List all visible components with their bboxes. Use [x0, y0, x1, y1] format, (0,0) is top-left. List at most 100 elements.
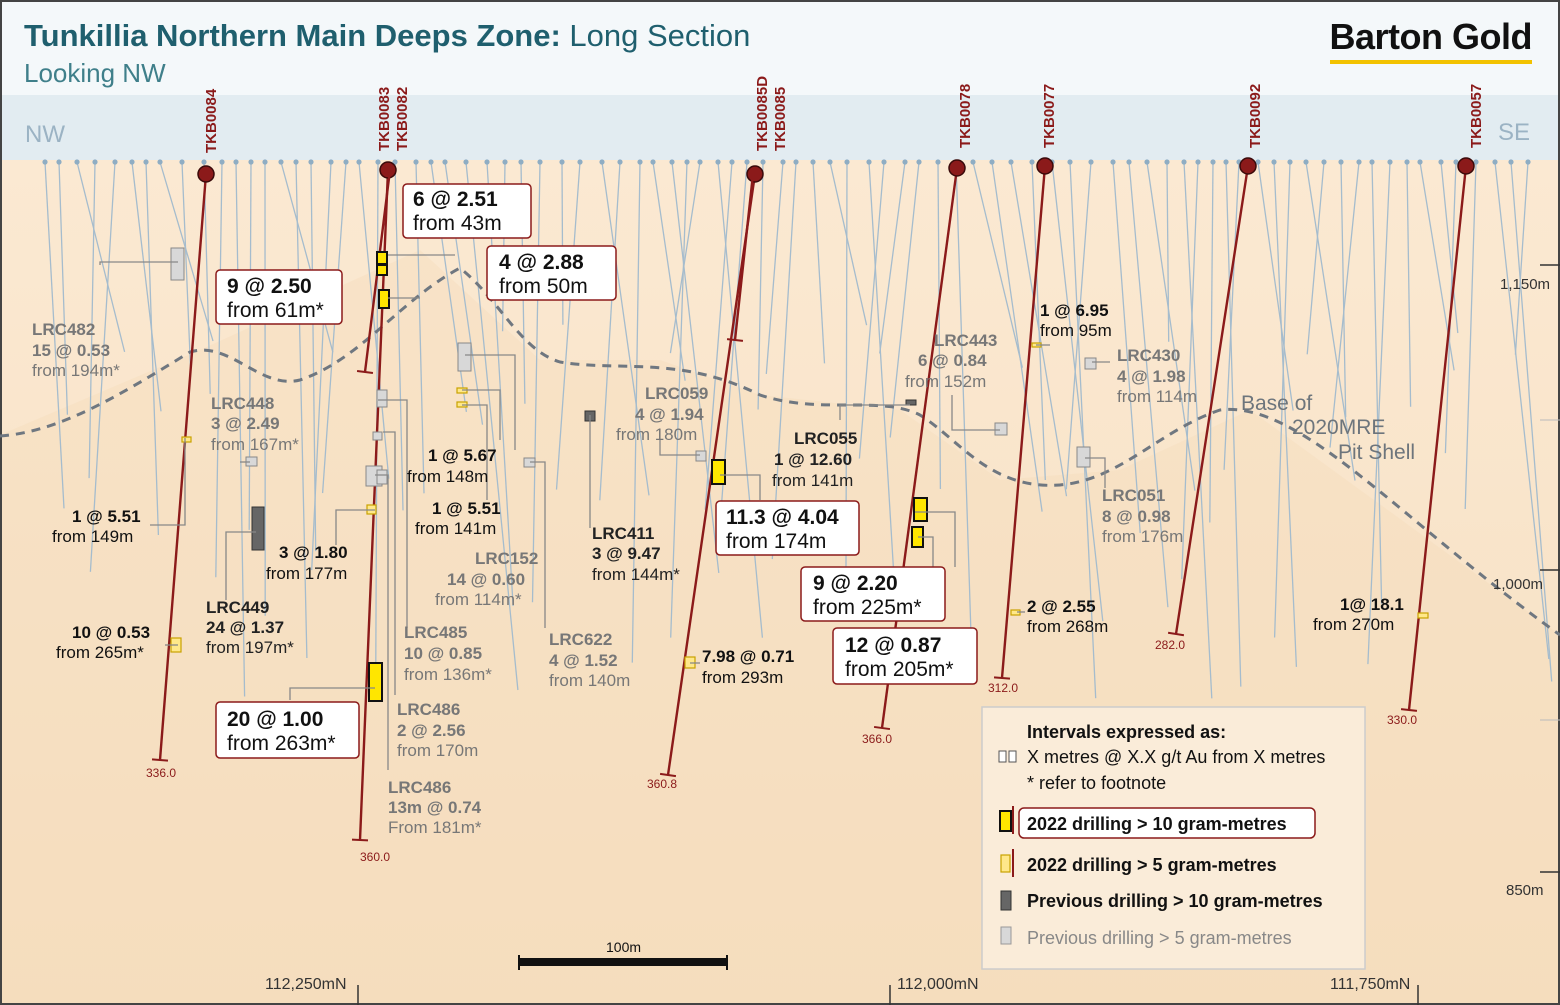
previous-drill-trace [1051, 161, 1104, 622]
legend-swatch-2022-major [999, 810, 1012, 832]
previous-drill-trace [1510, 161, 1553, 682]
collar-dot [308, 159, 314, 165]
collar-dot [744, 159, 750, 165]
previous-drill-trace [465, 161, 519, 691]
legend-format: X metres @ X.X g/t Au from X metres [1027, 747, 1325, 767]
hole-name: TKB0083 [376, 87, 393, 151]
hole-depth: 336.0 [146, 766, 176, 780]
previous-drill-trace [879, 161, 906, 354]
legend-item: Previous drilling > 5 gram-metres [1027, 928, 1292, 948]
intercept-value: 1@ 18.1 [1340, 595, 1404, 614]
intercept-from: from 180m [616, 425, 697, 444]
collar-dot [844, 159, 850, 165]
intercept-value: 1 @ 12.60 [774, 450, 852, 469]
legend-swatch-prev-major [1000, 890, 1012, 911]
collar-dot [179, 159, 185, 165]
intercept-from: from 197m* [206, 638, 294, 657]
collar-dot [392, 159, 398, 165]
previous-drill-trace [1367, 161, 1391, 665]
collar-dot [375, 159, 381, 165]
previous-drill-trace [1494, 161, 1550, 660]
intercept-from: from 293m [702, 668, 783, 687]
intercept-value: 1 @ 5.51 [432, 499, 501, 518]
end-of-hole-tick [873, 725, 891, 731]
svg-text:from 205m*: from 205m* [845, 658, 954, 681]
direction-nw: NW [25, 121, 65, 148]
svg-text:from 61m*: from 61m* [227, 299, 324, 322]
previous-drill-trace [1069, 161, 1097, 699]
previous-drill-trace [1273, 161, 1291, 638]
pit-shell-line [0, 266, 1560, 637]
collar-dot [935, 159, 941, 165]
legend-item: 2022 drilling > 10 gram-metres [1027, 814, 1287, 834]
intercept-previous-minor [695, 450, 707, 462]
collar-dot [219, 159, 225, 165]
collar-dot [518, 159, 524, 165]
collar-dot [1164, 159, 1170, 165]
collar-dot [262, 159, 268, 165]
elevation-label: 1,000m [1493, 576, 1543, 593]
drill-collar [746, 165, 764, 183]
svg-text:20 @ 1.00: 20 @ 1.00 [227, 708, 323, 731]
collar-dot [1338, 159, 1344, 165]
hole-name: TKB0082 [394, 87, 411, 151]
previous-drill-trace [1306, 161, 1325, 355]
collar-dot [599, 159, 605, 165]
svg-text:from 50m: from 50m [499, 275, 588, 298]
collar-dot [1210, 159, 1216, 165]
collar-dot [1008, 159, 1014, 165]
hole-depth: 360.8 [647, 777, 677, 791]
previous-drill-trace [671, 161, 720, 573]
previous-drill-trace [720, 161, 748, 508]
previous-drill-trace [58, 161, 69, 415]
hole-id: LRC059 [645, 384, 708, 403]
collar-dot [1144, 159, 1150, 165]
previous-drill-trace [1464, 161, 1477, 510]
intercepts-previous-minor: LRC482 15 @ 0.53 from 194m* LRC448 3 @ 2… [32, 320, 1197, 837]
intercept-from: from 152m [905, 372, 986, 391]
previous-drill-trace [1257, 161, 1294, 411]
collar-dot [1492, 159, 1498, 165]
collar-dot [559, 159, 565, 165]
collar-dot [989, 159, 995, 165]
hole-id: LRC482 [32, 320, 95, 339]
intercepts-previous-major: LRC449 24 @ 1.37 from 197m* LRC411 3 @ 9… [206, 429, 857, 657]
drill-collar [948, 159, 966, 177]
company-logo: Barton Gold [1329, 16, 1533, 64]
intercept-2022-major [376, 264, 388, 276]
header-band [0, 0, 1560, 95]
hole-name: TKB0085D [754, 76, 771, 151]
collar-dot [356, 159, 362, 165]
collar-dot [56, 159, 62, 165]
previous-drill-trace [1371, 161, 1383, 604]
previous-drill-trace [1305, 161, 1356, 481]
scale-bar [519, 958, 727, 966]
hole-id: LRC152 [475, 549, 538, 568]
page-subtitle: Looking NW [24, 58, 166, 88]
hole-id: LRC430 [1117, 346, 1180, 365]
previous-drill-trace [531, 161, 541, 603]
drill-hole-trace [158, 173, 208, 761]
svg-text:9 @ 2.50: 9 @ 2.50 [227, 275, 312, 298]
collar-dot [442, 159, 448, 165]
end-of-hole-tick [659, 772, 677, 778]
collar-dot [866, 159, 872, 165]
collar-dot [42, 159, 48, 165]
previous-drill-trace [1183, 161, 1213, 699]
previous-drill-trace [145, 161, 160, 536]
collar-dot [1287, 159, 1293, 165]
collar-dot [1029, 159, 1035, 165]
collar-dot [1088, 159, 1094, 165]
collar-dot [484, 159, 490, 165]
collar-dot [278, 159, 284, 165]
collar-dot [328, 159, 334, 165]
previous-drill-trace [248, 161, 252, 530]
previous-drill-trace [1181, 161, 1199, 580]
intercept-from: from 136m* [404, 665, 492, 684]
hole-depth: 366.0 [862, 732, 892, 746]
svg-text:6 @ 2.51: 6 @ 2.51 [413, 188, 498, 211]
previous-drill-trace [159, 161, 214, 342]
collar-dot [780, 159, 786, 165]
